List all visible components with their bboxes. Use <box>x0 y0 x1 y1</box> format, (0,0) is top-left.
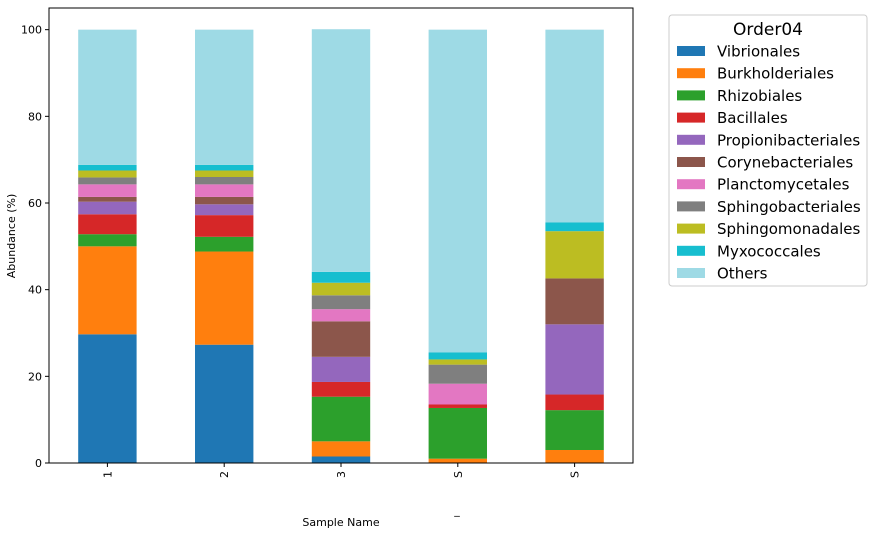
legend-items: Vibrionales Burkholderiales Rhizobiales Bac… <box>677 43 861 283</box>
bar-segment-sphingobacteriales-sample-2 <box>195 177 254 185</box>
legend-label-rhizobiales: Rhizobiales <box>717 87 802 105</box>
bar-segment-sphingomonadales-sample-3 <box>311 282 371 296</box>
legend-label-sphingomonadales: Sphingomonadales <box>717 220 861 238</box>
legend-label-myxococcales: Myxococcales <box>717 242 821 260</box>
bar-segment-vibrionales-sample-3 <box>311 456 371 463</box>
bar-segment-bacillales-sample-4 <box>428 404 487 408</box>
bar-segment-rhizobiales-sample-3 <box>311 396 371 442</box>
x-tick-label-4: S <box>452 471 465 478</box>
bar-segment-vibrionales-sample-2 <box>195 344 254 463</box>
bar-segment-sphingobacteriales-sample-1 <box>78 177 137 185</box>
bar-segment-planctomycetales-sample-4 <box>428 383 487 405</box>
legend-swatch-corynebacteriales <box>677 157 705 167</box>
bar-segment-corynebacteriales-sample-2 <box>195 196 254 205</box>
legend-label-planctomycetales: Planctomycetales <box>717 176 850 194</box>
x-tick-label-2: 2 <box>218 471 231 478</box>
bar-segment-sphingomonadales-sample-1 <box>78 170 137 178</box>
bar-segment-burkholderiales-sample-2 <box>195 251 254 345</box>
legend-label-vibrionales: Vibrionales <box>717 43 800 61</box>
bar-segment-planctomycetales-sample-1 <box>78 184 137 197</box>
bar-segment-sphingomonadales-sample-5 <box>545 231 604 279</box>
bar-segment-propionibacteriales-sample-1 <box>78 201 137 215</box>
legend-swatch-myxococcales <box>677 245 705 256</box>
x-axis-label: Sample Name <box>302 516 379 529</box>
y-tick-label-20: 20 <box>28 370 42 383</box>
bar-segment-corynebacteriales-sample-3 <box>311 321 371 357</box>
x-axis: 1 2 3 S S <box>101 463 582 478</box>
bar-segment-propionibacteriales-sample-5 <box>545 324 604 395</box>
legend-swatch-sphingomonadales <box>677 223 705 234</box>
legend-swatch-sphingobacteriales <box>677 201 705 212</box>
bar-segment-others-sample-5 <box>545 29 604 223</box>
bar-segment-bacillales-sample-2 <box>195 215 254 237</box>
bar-segment-myxococcales-sample-1 <box>78 164 137 171</box>
legend-swatch-vibrionales <box>677 46 705 56</box>
bar-segment-bacillales-sample-1 <box>78 214 137 235</box>
bar-segment-sphingomonadales-sample-4 <box>428 359 487 365</box>
legend-label-others: Others <box>717 265 768 283</box>
bar-segment-bacillales-sample-5 <box>545 394 604 411</box>
bar-segment-burkholderiales-sample-5 <box>545 450 604 463</box>
legend-label-burkholderiales: Burkholderiales <box>717 65 834 83</box>
bar-segment-others-sample-3 <box>311 29 371 272</box>
y-tick-label-60: 60 <box>28 197 42 210</box>
bar-segment-sphingomonadales-sample-2 <box>195 170 254 177</box>
y-tick-label-100: 100 <box>21 24 42 37</box>
bar-segment-burkholderiales-sample-1 <box>78 246 137 335</box>
y-tick-label-40: 40 <box>28 284 42 297</box>
bar-segment-vibrionales-sample-1 <box>78 334 137 463</box>
bars-layer <box>78 29 604 463</box>
legend-label-sphingobacteriales: Sphingobacteriales <box>717 198 861 216</box>
bar-segment-others-sample-4 <box>428 29 487 353</box>
legend-swatch-bacillales <box>677 112 705 123</box>
bar-segment-propionibacteriales-sample-3 <box>311 356 371 382</box>
bar-segment-burkholderiales-sample-3 <box>311 441 371 457</box>
bar-segment-myxococcales-sample-3 <box>311 271 371 283</box>
bar-segment-rhizobiales-sample-2 <box>195 236 254 252</box>
legend-swatch-others <box>677 268 705 278</box>
legend-swatch-planctomycetales <box>677 179 705 190</box>
bar-segment-burkholderiales-sample-4 <box>428 458 487 463</box>
bar-segment-myxococcales-sample-4 <box>428 352 487 360</box>
footnote-mark: _ <box>453 504 460 517</box>
legend-swatch-propionibacteriales <box>677 134 705 145</box>
x-tick-label-3: 3 <box>335 471 348 478</box>
bar-segment-rhizobiales-sample-5 <box>545 410 604 450</box>
bar-segment-planctomycetales-sample-3 <box>311 309 371 322</box>
bar-segment-corynebacteriales-sample-5 <box>545 278 604 325</box>
legend-label-corynebacteriales: Corynebacteriales <box>717 154 853 172</box>
bar-segment-others-sample-1 <box>78 29 137 165</box>
legend-label-bacillales: Bacillales <box>717 109 788 127</box>
legend-swatch-rhizobiales <box>677 90 705 101</box>
bar-segment-sphingobacteriales-sample-3 <box>311 295 371 310</box>
legend-label-propionibacteriales: Propionibacteriales <box>717 131 860 149</box>
x-tick-label-5: S <box>569 471 582 478</box>
bar-segment-corynebacteriales-sample-1 <box>78 196 137 202</box>
y-axis: 0 20 40 60 80 100 <box>21 24 49 470</box>
legend-frame <box>668 14 868 287</box>
bar-segment-rhizobiales-sample-4 <box>428 407 487 459</box>
bar-segment-others-sample-2 <box>195 29 254 165</box>
bar-segment-myxococcales-sample-5 <box>545 222 604 232</box>
bar-segment-rhizobiales-sample-1 <box>78 234 137 247</box>
legend-title: Order04 <box>733 20 803 40</box>
bar-segment-myxococcales-sample-2 <box>195 164 254 171</box>
y-tick-label-0: 0 <box>35 457 42 470</box>
bar-segment-planctomycetales-sample-2 <box>195 184 254 197</box>
bar-segment-bacillales-sample-3 <box>311 381 371 397</box>
x-tick-label-1: 1 <box>101 471 114 478</box>
bar-segment-propionibacteriales-sample-2 <box>195 204 254 216</box>
y-tick-label-80: 80 <box>28 110 42 123</box>
legend: Order04 Vibrionales Burkholderiales Rhizob… <box>668 14 868 287</box>
legend-swatch-burkholderiales <box>677 68 705 79</box>
y-axis-label: Abundance (%) <box>5 194 18 279</box>
bar-segment-sphingobacteriales-sample-4 <box>428 364 487 384</box>
